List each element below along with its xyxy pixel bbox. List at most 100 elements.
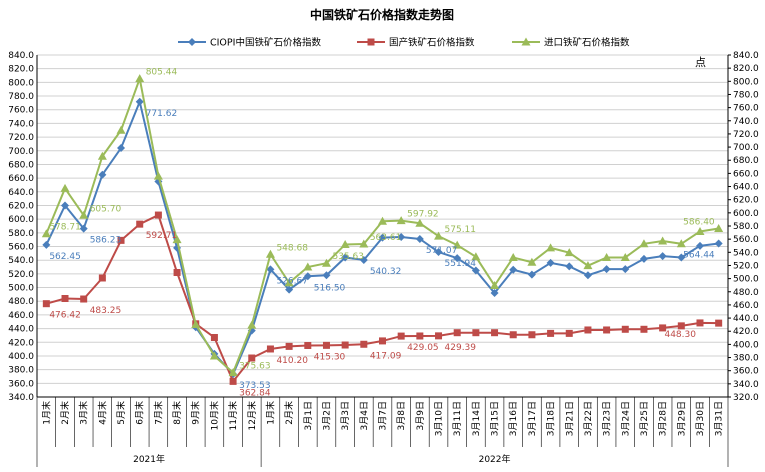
x-tick-label: 7月末 (152, 401, 164, 425)
series-0-point (415, 234, 424, 243)
x-tick-label: 3月23日 (602, 401, 613, 436)
series-1-point (584, 326, 592, 334)
y-right-tick-label: 500.0 (733, 275, 759, 285)
y-left-tick-label: 560.0 (8, 243, 34, 253)
legend-label: CIOPI中国铁矿石价格指数 (210, 37, 321, 49)
series-2-point (172, 235, 182, 244)
y-left-tick-label: 460.0 (8, 311, 34, 321)
x-tick-label: 3月4日 (359, 401, 370, 430)
series-0-point (583, 271, 592, 280)
series-2-point (452, 240, 462, 249)
series-2-point (527, 257, 537, 266)
chart-title: 中国铁矿石价格指数走势图 (310, 7, 454, 22)
series-1-point (360, 340, 368, 348)
series-2-point (321, 258, 331, 267)
series-1-point (509, 331, 517, 339)
data-label: 771.62 (146, 109, 178, 119)
x-tick-label: 2月末 (59, 401, 71, 425)
series-2-point (434, 231, 444, 240)
year-group-label: 2021年 (133, 453, 165, 465)
data-label: 592.71 (146, 231, 178, 241)
y-right-tick-label: 820.0 (733, 64, 759, 74)
data-label: 551.94 (445, 259, 477, 269)
y-right-tick-label: 840.0 (733, 51, 759, 61)
series-1-point (229, 377, 237, 385)
series-2-point (247, 320, 257, 329)
series-2-point (620, 252, 630, 261)
data-label: 805.44 (146, 68, 178, 78)
series-0-point (695, 241, 704, 250)
data-label: 535.63 (332, 252, 364, 262)
data-label: 483.25 (90, 306, 122, 316)
series-1-point (397, 332, 405, 340)
series-0-point (117, 144, 126, 153)
series-2-point (639, 239, 649, 248)
series-2-point (415, 218, 425, 227)
series-0-point (98, 170, 107, 179)
series-2-point (471, 252, 481, 261)
y-right-tick-label: 580.0 (733, 222, 759, 232)
x-tick-label: 3月11日 (452, 401, 463, 436)
y-left-tick-label: 400.0 (8, 352, 34, 362)
series-0-point (42, 240, 51, 249)
series-1-point (61, 295, 69, 303)
series-1-point (603, 326, 611, 334)
x-tick-label: 5月末 (115, 401, 127, 425)
x-tick-label: 3月10日 (434, 401, 445, 436)
series-0-point (266, 265, 275, 274)
series-0-point (453, 254, 462, 263)
legend-marker (188, 38, 196, 46)
series-1-point (379, 337, 386, 345)
data-label: 373.53 (239, 381, 271, 391)
legend: CIOPI中国铁矿石价格指数 国产铁矿石价格指数 进口铁矿石价格指数 (178, 37, 630, 49)
series-0-point (602, 265, 611, 274)
series-1-point (528, 331, 536, 339)
y-left-tick-label: 500.0 (8, 284, 34, 294)
series-0-point (658, 252, 667, 261)
x-tick-label: 3月末 (78, 401, 90, 425)
y-right-tick-label: 340.0 (733, 380, 759, 390)
y-right-tick-label: 320.0 (733, 393, 759, 403)
right-axis-unit: 点 (695, 56, 706, 69)
series-2-point (695, 226, 705, 235)
series-2-point (303, 262, 313, 271)
x-tick-label: 3月9日 (415, 401, 426, 430)
x-tick-label: 1月末 (264, 401, 276, 425)
series-0-point (135, 97, 144, 106)
data-label: 417.09 (370, 351, 402, 361)
x-tick-label: 3月3日 (340, 401, 351, 430)
y-left-tick-label: 760.0 (8, 106, 34, 116)
series-1-point (491, 329, 499, 337)
series-2-point (602, 252, 612, 261)
legend-marker (521, 37, 531, 46)
data-label: 575.11 (445, 225, 477, 235)
y-left-tick-label: 720.0 (8, 133, 34, 143)
y-left-tick-label: 700.0 (8, 147, 34, 157)
data-label: 564.44 (683, 250, 715, 260)
series-2-point (116, 125, 126, 134)
series-2-point (41, 229, 51, 238)
series-2-point (564, 248, 574, 257)
series-2-point (135, 74, 145, 83)
series-2-point (396, 216, 406, 225)
series-0-point (490, 289, 499, 298)
series-2-point (583, 261, 593, 270)
x-tick-label: 6月末 (134, 401, 146, 425)
data-label: 578.71 (49, 223, 81, 233)
series-2-point (191, 319, 201, 328)
y-right-tick-label: 760.0 (733, 104, 759, 114)
series-0-point (378, 233, 387, 242)
y-right-tick-label: 380.0 (733, 354, 759, 364)
series-2-point (546, 243, 556, 252)
y-left-tick-label: 780.0 (8, 92, 34, 102)
x-tick-label: 3月15日 (490, 401, 501, 436)
y-right-tick-label: 360.0 (733, 367, 759, 377)
series-1-point (621, 325, 629, 333)
y-left-tick-label: 380.0 (8, 366, 34, 376)
y-left-tick-label: 640.0 (8, 188, 34, 198)
y-right-tick-label: 460.0 (733, 301, 759, 311)
y-left-tick-label: 440.0 (8, 325, 34, 335)
legend-label: 国产铁矿石价格指数 (389, 37, 475, 49)
x-tick-label: 3月21日 (564, 401, 575, 436)
data-label: 516.50 (314, 283, 346, 293)
